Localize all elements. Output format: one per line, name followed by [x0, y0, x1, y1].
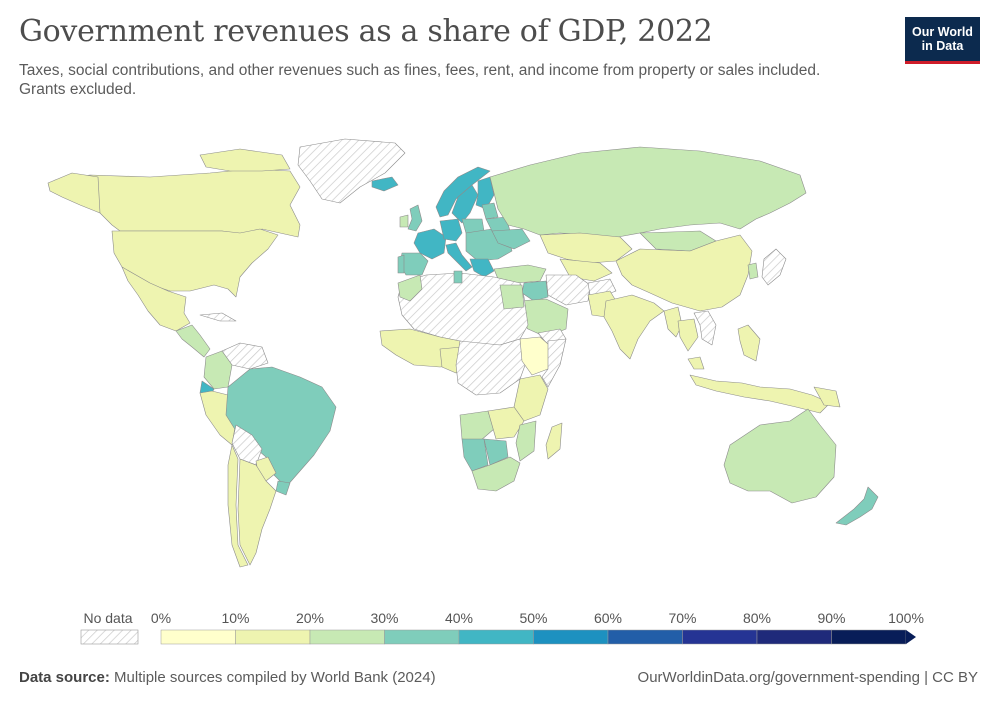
country-botswana[interactable]: [483, 438, 509, 466]
legend-bin[interactable]: [160, 629, 236, 645]
country-new-zealand[interactable]: [835, 486, 879, 526]
legend-tick-label: 10%: [221, 610, 249, 626]
legend-tick-label: 40%: [445, 610, 473, 626]
country-central-america[interactable]: [175, 324, 211, 358]
country-argentina[interactable]: [237, 458, 277, 566]
world-map[interactable]: [0, 125, 1000, 615]
country-baltics[interactable]: [481, 202, 499, 220]
country-iraq[interactable]: [521, 280, 549, 302]
footer-source: Data source: Multiple sources compiled b…: [19, 669, 436, 686]
legend-ticks: 0% 10% 20% 30% 40% 50% 60% 70% 80% 90% 100%: [151, 610, 924, 626]
country-russia[interactable]: [489, 146, 807, 238]
country-egypt[interactable]: [499, 284, 525, 310]
country-australia[interactable]: [723, 408, 837, 504]
legend-bin[interactable]: [682, 629, 758, 645]
legend-tick-label: 80%: [743, 610, 771, 626]
footer-link[interactable]: OurWorldinData.org/government-spending |…: [637, 669, 978, 686]
country-italy[interactable]: [445, 242, 473, 272]
country-cuba[interactable]: [199, 312, 237, 322]
country-uruguay[interactable]: [275, 480, 291, 496]
country-somalia[interactable]: [541, 338, 567, 388]
country-france[interactable]: [413, 228, 447, 260]
country-uk[interactable]: [407, 204, 423, 232]
legend-no-data-swatch: [80, 629, 139, 645]
country-malaysia[interactable]: [687, 356, 705, 370]
legend-tick-label: 20%: [296, 610, 324, 626]
country-canada-islands[interactable]: [199, 148, 291, 172]
country-ireland[interactable]: [399, 214, 409, 228]
legend-bin[interactable]: [831, 629, 907, 645]
country-alaska[interactable]: [47, 172, 101, 214]
country-mozambique[interactable]: [515, 420, 537, 462]
country-kazakhstan[interactable]: [539, 232, 633, 264]
country-japan[interactable]: [761, 248, 787, 286]
legend-arrow: [906, 630, 916, 644]
legend-bin[interactable]: [533, 629, 609, 645]
legend-tick-label: 50%: [519, 610, 547, 626]
country-norway[interactable]: [435, 166, 491, 218]
source-label: Data source:: [19, 669, 110, 686]
legend-bins: [160, 629, 916, 645]
legend-no-data-label: No data: [83, 610, 132, 626]
owid-logo[interactable]: Our World in Data: [905, 17, 980, 64]
country-india[interactable]: [603, 294, 665, 360]
country-morocco[interactable]: [397, 274, 423, 302]
logo-line-2: in Data: [921, 39, 964, 53]
legend-tick-label: 70%: [668, 610, 696, 626]
country-iceland[interactable]: [371, 176, 399, 192]
chart-subtitle: Taxes, social contributions, and other r…: [19, 62, 821, 98]
legend-tick-label: 60%: [594, 610, 622, 626]
country-china[interactable]: [615, 234, 753, 312]
country-madagascar[interactable]: [545, 422, 563, 460]
country-tunisia[interactable]: [453, 270, 463, 284]
country-png[interactable]: [813, 386, 841, 408]
country-thailand[interactable]: [677, 318, 699, 352]
country-namibia[interactable]: [461, 438, 489, 472]
logo-line-1: Our World: [912, 25, 973, 39]
country-greenland[interactable]: [297, 138, 406, 204]
country-indonesia[interactable]: [689, 374, 831, 414]
country-korea[interactable]: [747, 262, 759, 280]
legend-tick-label: 90%: [817, 610, 845, 626]
color-legend: No data 0% 10% 20% 30% 40% 50% 60% 70% 80% 90% 100…: [80, 610, 924, 645]
legend-tick-label: 30%: [370, 610, 398, 626]
source-text: Multiple sources compiled by World Bank …: [114, 669, 436, 686]
legend-bin[interactable]: [756, 629, 832, 645]
legend-bin[interactable]: [309, 629, 385, 645]
legend-tick-label: 0%: [151, 610, 171, 626]
country-vietnam[interactable]: [693, 310, 717, 346]
country-chile[interactable]: [227, 444, 249, 568]
country-germany[interactable]: [439, 218, 463, 242]
legend-bin[interactable]: [607, 629, 683, 645]
legend-bin[interactable]: [384, 629, 460, 645]
legend-tick-label: 100%: [888, 610, 924, 626]
legend-bin[interactable]: [458, 629, 534, 645]
country-portugal[interactable]: [397, 254, 405, 274]
country-mexico[interactable]: [121, 266, 191, 332]
country-balkans[interactable]: [469, 258, 495, 278]
country-south-africa[interactable]: [471, 456, 521, 492]
chart-title: Government revenues as a share of GDP, 2…: [19, 14, 713, 49]
country-ukraine[interactable]: [491, 228, 531, 250]
legend-bin[interactable]: [235, 629, 311, 645]
country-central-africa[interactable]: [455, 338, 529, 396]
country-angola[interactable]: [459, 410, 495, 442]
country-canada[interactable]: [54, 168, 301, 238]
country-philippines[interactable]: [737, 324, 761, 362]
